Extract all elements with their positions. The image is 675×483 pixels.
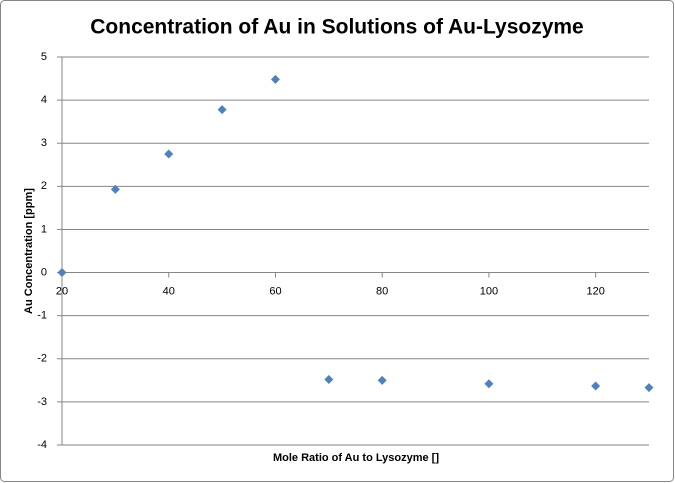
data-point — [217, 105, 227, 115]
y-tick-label: 1 — [41, 223, 47, 235]
data-point — [270, 74, 280, 84]
y-tick-label: 3 — [41, 137, 47, 149]
y-tick-label: -4 — [37, 439, 47, 451]
x-tick-label: 40 — [163, 285, 175, 297]
y-tick-label: -2 — [37, 353, 47, 365]
x-tick-label: 120 — [586, 285, 604, 297]
y-tick-label: 0 — [41, 266, 47, 278]
data-point — [164, 149, 174, 159]
data-point — [324, 374, 334, 384]
x-tick-label: 80 — [376, 285, 388, 297]
y-axis-title: Au Concentration [ppm] — [23, 188, 35, 314]
y-tick-label: 4 — [41, 94, 47, 106]
x-tick-label: 60 — [269, 285, 281, 297]
data-point — [484, 379, 494, 389]
data-point — [591, 381, 601, 391]
data-point — [377, 375, 387, 385]
data-point — [57, 268, 67, 278]
y-tick-label: 2 — [41, 180, 47, 192]
chart-title: Concentration of Au in Solutions of Au-L… — [90, 16, 584, 39]
y-tick-label: 5 — [41, 51, 47, 63]
x-axis-title: Mole Ratio of Au to Lysozyme [] — [273, 452, 439, 464]
data-point — [110, 184, 120, 194]
y-tick-label: -3 — [37, 396, 47, 408]
y-tick-label: -1 — [37, 310, 47, 322]
x-tick-label: 20 — [56, 285, 68, 297]
x-tick-label: 100 — [480, 285, 498, 297]
data-point — [644, 383, 654, 393]
